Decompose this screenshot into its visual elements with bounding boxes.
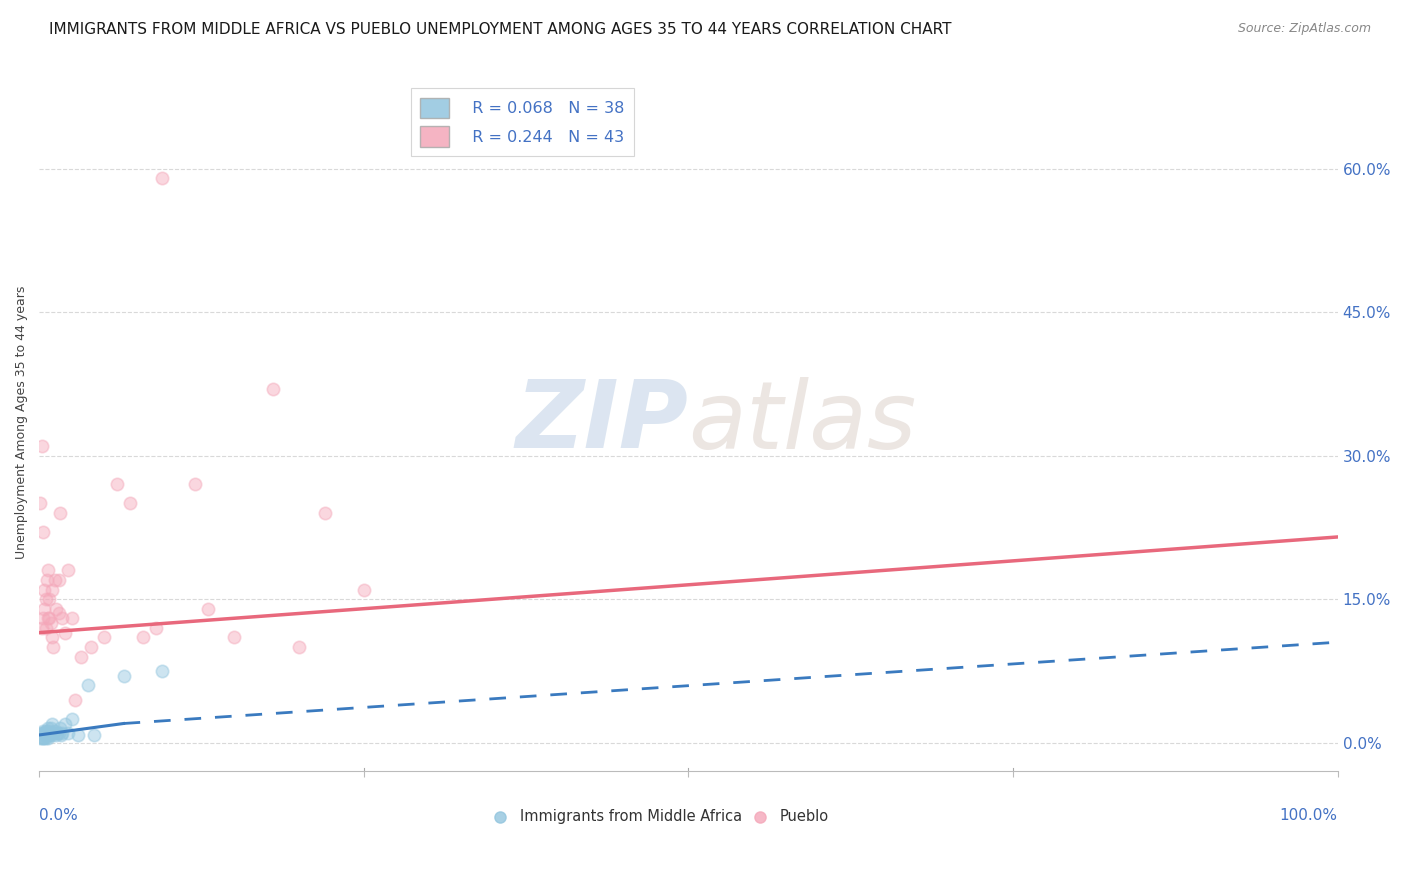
- Text: Immigrants from Middle Africa: Immigrants from Middle Africa: [520, 809, 742, 824]
- Text: Pueblo: Pueblo: [779, 809, 828, 824]
- Point: [44, 724, 66, 739]
- Point: [45, 728, 67, 742]
- Point: [65, 692, 87, 706]
- Point: [30, 731, 52, 745]
- Point: [48, 573, 70, 587]
- Point: [44, 573, 66, 587]
- Point: [31, 621, 53, 635]
- Point: [34, 582, 56, 597]
- Point: [37, 611, 59, 625]
- Point: [38, 724, 60, 739]
- Point: [32, 611, 55, 625]
- Point: [37, 564, 59, 578]
- Point: [48, 726, 70, 740]
- Point: [51, 726, 73, 740]
- Point: [45, 601, 67, 615]
- Point: [34, 726, 56, 740]
- Point: [60, 611, 83, 625]
- Point: [46, 726, 69, 740]
- Point: [48, 607, 70, 621]
- Point: [32, 726, 55, 740]
- Point: [39, 615, 62, 630]
- Point: [41, 728, 63, 742]
- Point: [288, 640, 311, 654]
- Point: [60, 712, 83, 726]
- Point: [314, 506, 336, 520]
- Point: [77, 678, 100, 692]
- Point: [34, 621, 56, 635]
- Point: [34, 601, 56, 615]
- Point: [152, 664, 174, 678]
- Point: [118, 496, 141, 510]
- Point: [34, 731, 56, 745]
- Point: [56, 726, 79, 740]
- Point: [80, 640, 103, 654]
- Point: [49, 506, 72, 520]
- Point: [38, 592, 60, 607]
- Point: [32, 731, 55, 745]
- Point: [41, 631, 63, 645]
- Text: 100.0%: 100.0%: [1279, 807, 1337, 822]
- Point: [30, 496, 52, 510]
- Text: ZIP: ZIP: [516, 376, 689, 468]
- Point: [34, 731, 56, 745]
- Point: [69, 649, 91, 664]
- Point: [31, 731, 53, 745]
- Point: [41, 716, 63, 731]
- Point: [35, 726, 58, 740]
- Point: [42, 726, 65, 740]
- Point: [38, 611, 60, 625]
- Point: [39, 726, 62, 740]
- Point: [39, 721, 62, 735]
- Text: IMMIGRANTS FROM MIDDLE AFRICA VS PUEBLO UNEMPLOYMENT AMONG AGES 35 TO 44 YEARS C: IMMIGRANTS FROM MIDDLE AFRICA VS PUEBLO …: [49, 22, 952, 37]
- Point: [37, 721, 59, 735]
- Point: [34, 592, 56, 607]
- Point: [37, 731, 59, 745]
- Point: [49, 721, 72, 735]
- Point: [34, 724, 56, 739]
- Point: [56, 564, 79, 578]
- Point: [53, 716, 76, 731]
- Point: [31, 439, 53, 453]
- Point: [197, 601, 219, 615]
- Point: [262, 382, 284, 396]
- Point: [53, 625, 76, 640]
- Point: [38, 728, 60, 742]
- Point: [152, 171, 174, 186]
- Point: [37, 728, 59, 742]
- Point: [105, 477, 128, 491]
- Point: [67, 728, 90, 742]
- Point: [32, 724, 55, 739]
- Point: [42, 640, 65, 654]
- Point: [748, 797, 770, 812]
- Point: [93, 631, 115, 645]
- Point: [353, 582, 375, 597]
- Point: [145, 621, 167, 635]
- Point: [51, 611, 73, 625]
- Point: [222, 631, 245, 645]
- Text: 0.0%: 0.0%: [39, 807, 77, 822]
- Text: atlas: atlas: [689, 376, 917, 467]
- Legend:   R = 0.068   N = 38,   R = 0.244   N = 43: R = 0.068 N = 38, R = 0.244 N = 43: [411, 88, 634, 156]
- Text: Source: ZipAtlas.com: Source: ZipAtlas.com: [1237, 22, 1371, 36]
- Point: [32, 525, 55, 540]
- Point: [31, 726, 53, 740]
- Point: [34, 726, 56, 740]
- Point: [35, 728, 58, 742]
- Point: [41, 582, 63, 597]
- Point: [83, 728, 105, 742]
- Point: [489, 797, 512, 812]
- Y-axis label: Unemployment Among Ages 35 to 44 years: Unemployment Among Ages 35 to 44 years: [15, 285, 28, 559]
- Point: [112, 668, 135, 682]
- Point: [51, 728, 73, 742]
- Point: [132, 631, 155, 645]
- Point: [35, 573, 58, 587]
- Point: [184, 477, 207, 491]
